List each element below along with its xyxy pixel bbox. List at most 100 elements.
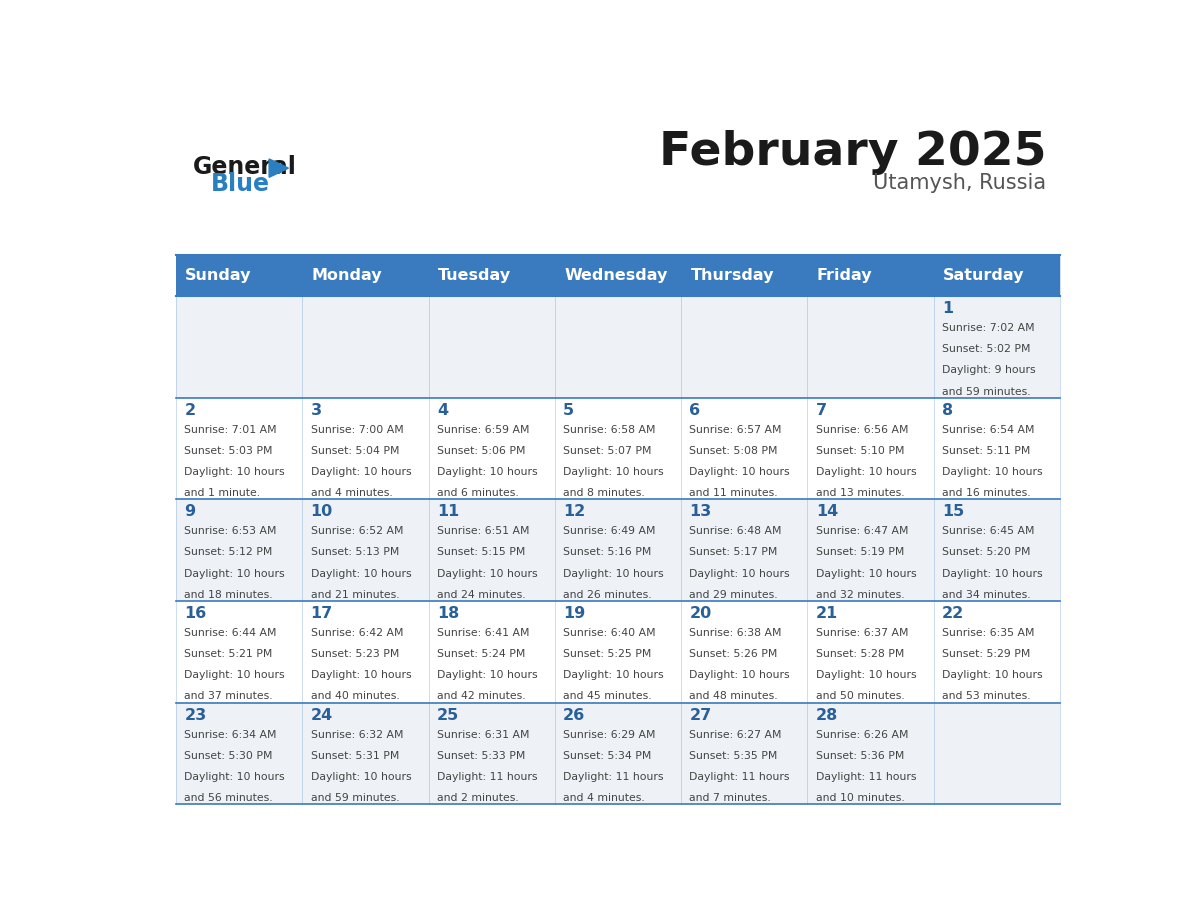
Text: Daylight: 10 hours: Daylight: 10 hours: [816, 467, 916, 477]
Text: 26: 26: [563, 708, 586, 722]
Text: Sunrise: 6:52 AM: Sunrise: 6:52 AM: [311, 526, 403, 536]
Text: 9: 9: [184, 504, 196, 520]
Text: Sunset: 5:29 PM: Sunset: 5:29 PM: [942, 649, 1030, 659]
Text: 7: 7: [816, 403, 827, 418]
Text: Sunrise: 6:49 AM: Sunrise: 6:49 AM: [563, 526, 656, 536]
Text: Sunset: 5:21 PM: Sunset: 5:21 PM: [184, 649, 273, 659]
Text: and 59 minutes.: and 59 minutes.: [942, 386, 1031, 397]
Bar: [808, 601, 934, 702]
Bar: [808, 297, 934, 397]
Bar: [176, 499, 303, 601]
Text: Sunrise: 6:35 AM: Sunrise: 6:35 AM: [942, 628, 1035, 638]
Text: and 24 minutes.: and 24 minutes.: [437, 590, 525, 599]
Text: Daylight: 10 hours: Daylight: 10 hours: [437, 670, 537, 680]
Text: 1: 1: [942, 301, 953, 316]
Text: Sunrise: 6:27 AM: Sunrise: 6:27 AM: [689, 730, 782, 740]
Text: Sunset: 5:24 PM: Sunset: 5:24 PM: [437, 649, 525, 659]
Text: Daylight: 10 hours: Daylight: 10 hours: [689, 670, 790, 680]
Text: and 26 minutes.: and 26 minutes.: [563, 590, 652, 599]
Text: 2: 2: [184, 403, 196, 418]
Bar: [303, 297, 429, 397]
Text: Daylight: 10 hours: Daylight: 10 hours: [437, 467, 537, 477]
Text: and 32 minutes.: and 32 minutes.: [816, 590, 904, 599]
Text: Sunrise: 6:31 AM: Sunrise: 6:31 AM: [437, 730, 530, 740]
Text: and 1 minute.: and 1 minute.: [184, 488, 260, 498]
Text: 18: 18: [437, 606, 460, 621]
Bar: [429, 702, 555, 804]
Bar: [681, 397, 808, 499]
Text: Sunrise: 6:45 AM: Sunrise: 6:45 AM: [942, 526, 1035, 536]
Text: 6: 6: [689, 403, 701, 418]
Bar: [555, 499, 681, 601]
Text: Thursday: Thursday: [690, 268, 773, 283]
Text: Daylight: 10 hours: Daylight: 10 hours: [689, 568, 790, 578]
Text: Sunset: 5:35 PM: Sunset: 5:35 PM: [689, 751, 778, 761]
Text: Sunrise: 6:53 AM: Sunrise: 6:53 AM: [184, 526, 277, 536]
Text: Daylight: 11 hours: Daylight: 11 hours: [437, 772, 537, 782]
Text: Daylight: 11 hours: Daylight: 11 hours: [816, 772, 916, 782]
Text: Sunset: 5:03 PM: Sunset: 5:03 PM: [184, 446, 273, 455]
Text: Daylight: 10 hours: Daylight: 10 hours: [311, 670, 411, 680]
Text: Sunrise: 6:44 AM: Sunrise: 6:44 AM: [184, 628, 277, 638]
Text: and 8 minutes.: and 8 minutes.: [563, 488, 645, 498]
Text: Daylight: 10 hours: Daylight: 10 hours: [184, 568, 285, 578]
Bar: [429, 601, 555, 702]
Text: Sunrise: 6:29 AM: Sunrise: 6:29 AM: [563, 730, 656, 740]
Text: 24: 24: [311, 708, 333, 722]
Text: Sunrise: 6:26 AM: Sunrise: 6:26 AM: [816, 730, 909, 740]
Text: Sunset: 5:13 PM: Sunset: 5:13 PM: [311, 547, 399, 557]
Text: and 50 minutes.: and 50 minutes.: [816, 691, 904, 701]
Bar: [808, 397, 934, 499]
Text: Sunset: 5:33 PM: Sunset: 5:33 PM: [437, 751, 525, 761]
Text: 10: 10: [311, 504, 333, 520]
Text: Sunrise: 6:48 AM: Sunrise: 6:48 AM: [689, 526, 782, 536]
Text: Sunday: Sunday: [185, 268, 252, 283]
Text: 15: 15: [942, 504, 965, 520]
Text: Sunrise: 6:47 AM: Sunrise: 6:47 AM: [816, 526, 909, 536]
Text: 20: 20: [689, 606, 712, 621]
Text: Sunrise: 6:59 AM: Sunrise: 6:59 AM: [437, 424, 530, 434]
Text: and 40 minutes.: and 40 minutes.: [311, 691, 399, 701]
Text: 19: 19: [563, 606, 586, 621]
Text: Sunrise: 7:01 AM: Sunrise: 7:01 AM: [184, 424, 277, 434]
Bar: [176, 297, 303, 397]
Text: Sunset: 5:12 PM: Sunset: 5:12 PM: [184, 547, 273, 557]
Text: Sunset: 5:07 PM: Sunset: 5:07 PM: [563, 446, 652, 455]
Text: Sunrise: 6:57 AM: Sunrise: 6:57 AM: [689, 424, 782, 434]
Text: 22: 22: [942, 606, 965, 621]
Bar: [176, 255, 1060, 297]
Text: Sunrise: 6:34 AM: Sunrise: 6:34 AM: [184, 730, 277, 740]
Text: Sunset: 5:11 PM: Sunset: 5:11 PM: [942, 446, 1030, 455]
Bar: [555, 702, 681, 804]
Text: Sunset: 5:23 PM: Sunset: 5:23 PM: [311, 649, 399, 659]
Text: Sunset: 5:08 PM: Sunset: 5:08 PM: [689, 446, 778, 455]
Text: and 56 minutes.: and 56 minutes.: [184, 793, 273, 803]
Text: and 29 minutes.: and 29 minutes.: [689, 590, 778, 599]
Text: Sunrise: 6:42 AM: Sunrise: 6:42 AM: [311, 628, 403, 638]
Bar: [176, 601, 303, 702]
Bar: [176, 397, 303, 499]
Text: Daylight: 10 hours: Daylight: 10 hours: [942, 670, 1043, 680]
Text: Sunset: 5:34 PM: Sunset: 5:34 PM: [563, 751, 651, 761]
Text: February 2025: February 2025: [658, 130, 1047, 175]
Text: Daylight: 10 hours: Daylight: 10 hours: [816, 670, 916, 680]
Text: Sunset: 5:02 PM: Sunset: 5:02 PM: [942, 344, 1030, 354]
Text: Daylight: 11 hours: Daylight: 11 hours: [689, 772, 790, 782]
Text: and 18 minutes.: and 18 minutes.: [184, 590, 273, 599]
Text: Daylight: 9 hours: Daylight: 9 hours: [942, 365, 1036, 375]
Text: and 45 minutes.: and 45 minutes.: [563, 691, 652, 701]
Text: Sunrise: 6:32 AM: Sunrise: 6:32 AM: [311, 730, 403, 740]
Bar: [429, 297, 555, 397]
Text: Blue: Blue: [211, 172, 270, 196]
Text: 27: 27: [689, 708, 712, 722]
Text: Daylight: 10 hours: Daylight: 10 hours: [563, 568, 664, 578]
Text: Daylight: 10 hours: Daylight: 10 hours: [311, 467, 411, 477]
Text: 5: 5: [563, 403, 574, 418]
Text: and 7 minutes.: and 7 minutes.: [689, 793, 771, 803]
Polygon shape: [270, 159, 289, 177]
Text: Daylight: 11 hours: Daylight: 11 hours: [563, 772, 664, 782]
Text: Sunrise: 6:40 AM: Sunrise: 6:40 AM: [563, 628, 656, 638]
Text: Daylight: 10 hours: Daylight: 10 hours: [311, 568, 411, 578]
Bar: [808, 702, 934, 804]
Text: 28: 28: [816, 708, 838, 722]
